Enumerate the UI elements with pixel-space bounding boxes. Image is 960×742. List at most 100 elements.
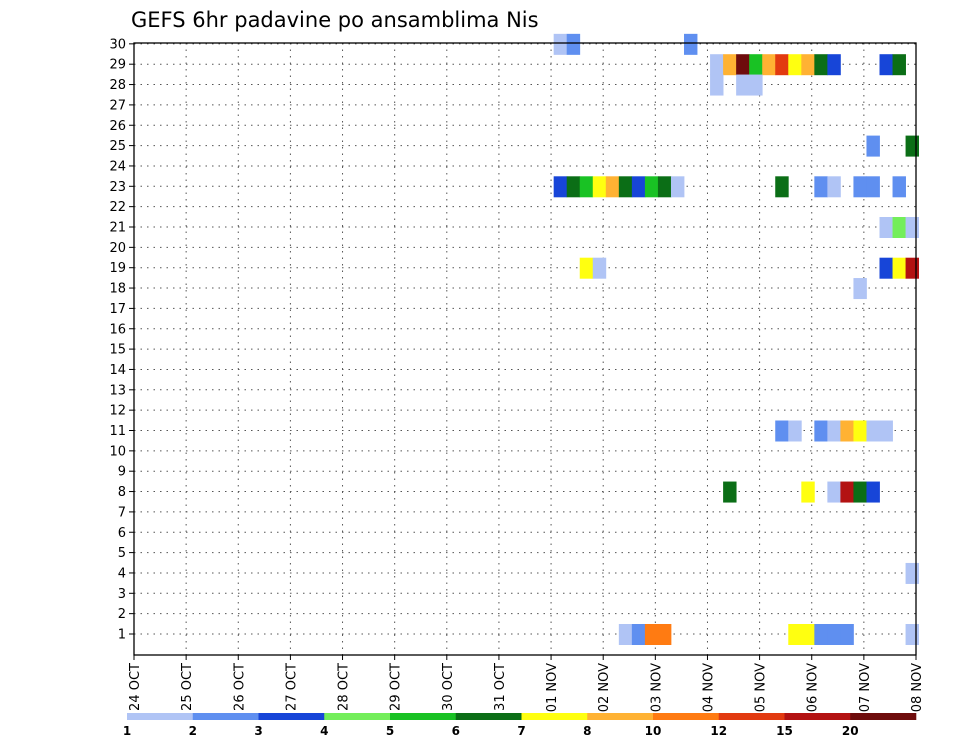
- heatmap-cell: [814, 54, 828, 76]
- heatmap-cell: [827, 624, 841, 645]
- x-tick-label: 28 OCT: [337, 663, 352, 711]
- y-tick-label: 9: [118, 465, 126, 480]
- heatmap-cell: [879, 257, 893, 279]
- heatmap-cell: [866, 481, 880, 503]
- heatmap-cell: [710, 54, 724, 76]
- y-tick-label: 2: [118, 607, 126, 622]
- heatmap-cell: [592, 176, 607, 198]
- colorbar-label: 20: [842, 724, 859, 738]
- x-tick-label: 08 NOV: [910, 663, 925, 712]
- heatmap-cell: [775, 54, 789, 76]
- x-tick-label: 26 OCT: [232, 663, 247, 711]
- heatmap-cell: [788, 54, 802, 76]
- y-tick-label: 28: [109, 78, 126, 93]
- heatmap-cell: [762, 54, 776, 76]
- colorbar-label: 2: [189, 724, 197, 738]
- y-tick-label: 27: [109, 98, 126, 113]
- heatmap-cell: [553, 176, 568, 198]
- y-tick-label: 5: [118, 546, 126, 561]
- heatmap-cell: [866, 135, 880, 157]
- heatmap-cell: [566, 176, 581, 198]
- heatmap-cell: [827, 420, 841, 442]
- x-axis: 24 OCT 25 OCT 26 OCT 27 OCT 28 OCT 29 OCT 30 O…: [128, 655, 925, 712]
- heatmap-cell: [853, 176, 867, 198]
- heatmap-cell: [710, 74, 724, 96]
- heatmap-cell: [631, 624, 646, 645]
- heatmap-cell: [840, 624, 854, 645]
- y-tick-label: 6: [118, 526, 126, 541]
- colorbar-swatch: [653, 713, 720, 720]
- colorbar-legend: 1 2 3 4 5 6 7 8 10 12 15 20: [123, 713, 917, 738]
- heatmap-cell: [670, 176, 685, 198]
- heatmap-cell: [749, 74, 763, 96]
- y-tick-label: 29: [109, 58, 126, 73]
- heatmap-cell: [905, 135, 919, 157]
- y-tick-label: 26: [109, 119, 126, 134]
- colorbar-label: 15: [776, 724, 793, 738]
- heatmap-cell: [905, 257, 919, 279]
- heatmap-cell: [553, 33, 568, 55]
- heatmap-cell: [840, 420, 854, 442]
- x-tick-label: 25 OCT: [180, 663, 195, 711]
- y-tick-label: 18: [109, 282, 126, 297]
- heatmap-cell: [814, 420, 828, 442]
- colorbar-swatch: [455, 713, 522, 720]
- x-tick-label: 27 OCT: [284, 663, 299, 711]
- y-tick-label: 12: [109, 404, 126, 419]
- heatmap-cell: [736, 54, 750, 76]
- y-tick-label: 7: [118, 505, 126, 520]
- heatmap-cell: [579, 257, 594, 279]
- y-tick-label: 19: [109, 261, 126, 276]
- heatmap-cell: [827, 481, 841, 503]
- y-tick-label: 22: [109, 200, 126, 215]
- heatmap-cell: [814, 176, 828, 198]
- y-tick-label: 4: [118, 566, 126, 581]
- colorbar-swatch: [587, 713, 654, 720]
- heatmap-cell: [566, 33, 581, 55]
- heatmap-cell: [892, 176, 906, 198]
- heatmap-cell: [905, 562, 919, 584]
- x-tick-label: 02 NOV: [597, 663, 612, 712]
- heatmap-cell: [788, 420, 802, 442]
- chart-title: GEFS 6hr padavine po ansamblima Nis: [131, 8, 539, 32]
- heatmap-cell: [801, 481, 815, 503]
- heatmap-cell: [723, 54, 737, 76]
- colorbar-swatch: [521, 713, 588, 720]
- y-tick-label: 21: [109, 221, 126, 236]
- y-tick-label: 30: [109, 37, 126, 52]
- colorbar-swatch: [192, 713, 259, 720]
- heatmap-cell: [853, 278, 867, 300]
- heatmap-cell: [592, 257, 607, 279]
- heatmap-cell: [644, 176, 659, 198]
- heatmap-cell: [892, 257, 906, 279]
- heatmap-cell: [879, 217, 893, 238]
- colorbar-label: 4: [320, 724, 328, 738]
- x-tick-label: 05 NOV: [754, 663, 769, 712]
- x-tick-label: 06 NOV: [806, 663, 821, 712]
- heatmap-cell: [618, 176, 633, 198]
- x-tick-label: 31 OCT: [493, 663, 508, 711]
- x-tick-label: 03 NOV: [649, 663, 664, 712]
- y-tick-label: 11: [109, 424, 126, 439]
- colorbar-label: 3: [254, 724, 262, 738]
- x-tick-label: 30 OCT: [441, 663, 456, 711]
- heatmap-cell: [657, 176, 672, 198]
- colorbar-label: 8: [583, 724, 591, 738]
- y-tick-label: 25: [109, 139, 126, 154]
- heatmap-cell: [618, 624, 633, 645]
- heatmap-cell: [775, 176, 789, 198]
- colorbar-swatch: [324, 713, 391, 720]
- y-tick-label: 10: [109, 444, 126, 459]
- y-tick-label: 17: [109, 302, 126, 317]
- heatmap-cell: [579, 176, 594, 198]
- y-tick-label: 24: [109, 159, 126, 174]
- y-tick-label: 15: [109, 343, 126, 358]
- colorbar-label: 1: [123, 724, 131, 738]
- data-cells: [553, 33, 919, 645]
- heatmap-cell: [840, 481, 854, 503]
- colorbar-label: 6: [452, 724, 460, 738]
- heatmap-cell: [866, 420, 880, 442]
- y-tick-label: 1: [118, 628, 126, 643]
- colorbar-label: 12: [710, 724, 727, 738]
- heatmap-cell: [827, 54, 841, 76]
